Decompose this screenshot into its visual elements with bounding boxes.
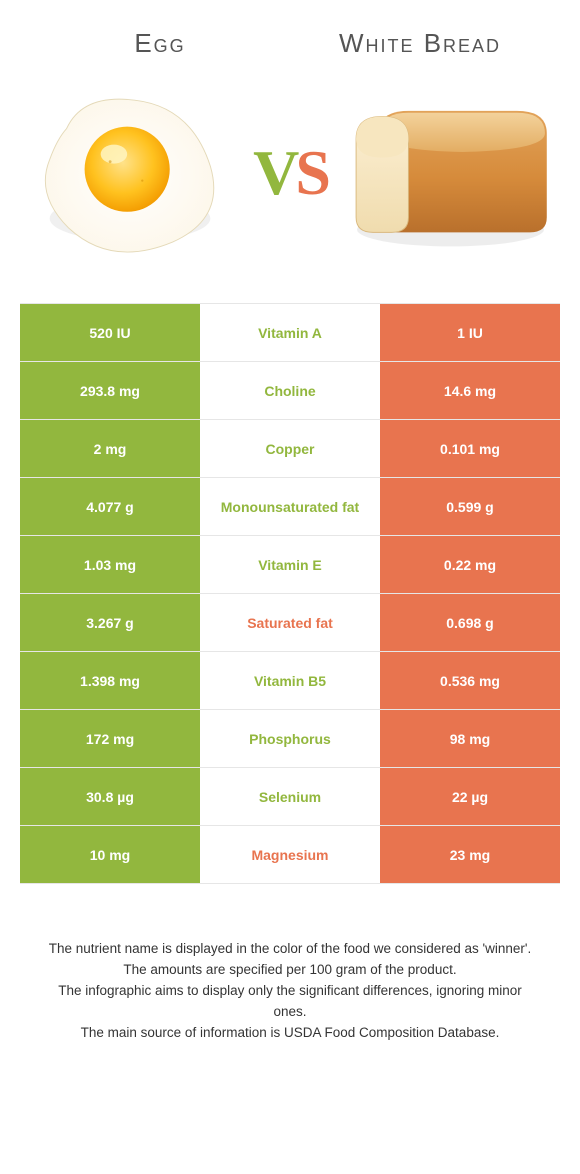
left-value: 10 mg <box>20 826 200 883</box>
table-row: 30.8 µgSelenium22 µg <box>20 768 560 826</box>
table-row: 1.03 mgVitamin E0.22 mg <box>20 536 560 594</box>
left-food-image <box>10 73 249 273</box>
footnote-line: The nutrient name is displayed in the co… <box>45 939 535 960</box>
titles-row: Egg White Bread <box>0 28 580 58</box>
table-row: 172 mgPhosphorus98 mg <box>20 710 560 768</box>
right-value: 14.6 mg <box>380 362 560 419</box>
right-value: 98 mg <box>380 710 560 767</box>
right-value: 1 IU <box>380 304 560 361</box>
egg-icon <box>30 86 230 261</box>
nutrient-label: Phosphorus <box>200 710 380 767</box>
nutrient-label: Vitamin E <box>200 536 380 593</box>
vs-v: V <box>253 136 295 210</box>
table-row: 2 mgCopper0.101 mg <box>20 420 560 478</box>
right-food-title: White Bread <box>290 28 550 58</box>
left-value: 2 mg <box>20 420 200 477</box>
vs-label: V S <box>249 136 331 210</box>
right-value: 0.698 g <box>380 594 560 651</box>
vs-s: S <box>295 136 327 210</box>
right-value: 22 µg <box>380 768 560 825</box>
footnotes: The nutrient name is displayed in the co… <box>45 939 535 1044</box>
left-food-title: Egg <box>30 28 290 58</box>
right-value: 0.22 mg <box>380 536 560 593</box>
nutrient-label: Vitamin B5 <box>200 652 380 709</box>
footnote-line: The infographic aims to display only the… <box>45 981 535 1023</box>
table-row: 520 IUVitamin A1 IU <box>20 304 560 362</box>
table-row: 4.077 gMonounsaturated fat0.599 g <box>20 478 560 536</box>
table-row: 3.267 gSaturated fat0.698 g <box>20 594 560 652</box>
bread-icon <box>343 91 558 256</box>
nutrient-label: Copper <box>200 420 380 477</box>
table-row: 1.398 mgVitamin B50.536 mg <box>20 652 560 710</box>
left-value: 3.267 g <box>20 594 200 651</box>
right-value: 0.101 mg <box>380 420 560 477</box>
table-row: 10 mgMagnesium23 mg <box>20 826 560 883</box>
left-value: 1.398 mg <box>20 652 200 709</box>
left-value: 172 mg <box>20 710 200 767</box>
footnote-line: The amounts are specified per 100 gram o… <box>45 960 535 981</box>
left-value: 293.8 mg <box>20 362 200 419</box>
right-food-image <box>331 73 570 273</box>
comparison-infographic: Egg White Bread <box>0 0 580 1044</box>
left-value: 30.8 µg <box>20 768 200 825</box>
nutrient-label: Saturated fat <box>200 594 380 651</box>
table-row: 293.8 mgCholine14.6 mg <box>20 362 560 420</box>
nutrient-label: Monounsaturated fat <box>200 478 380 535</box>
nutrient-label: Selenium <box>200 768 380 825</box>
right-value: 0.536 mg <box>380 652 560 709</box>
nutrient-label: Magnesium <box>200 826 380 883</box>
left-value: 4.077 g <box>20 478 200 535</box>
right-value: 23 mg <box>380 826 560 883</box>
footnote-line: The main source of information is USDA F… <box>45 1023 535 1044</box>
nutrient-label: Choline <box>200 362 380 419</box>
nutrient-table: 520 IUVitamin A1 IU293.8 mgCholine14.6 m… <box>20 303 560 884</box>
right-value: 0.599 g <box>380 478 560 535</box>
images-row: V S <box>0 58 580 303</box>
left-value: 1.03 mg <box>20 536 200 593</box>
nutrient-label: Vitamin A <box>200 304 380 361</box>
left-value: 520 IU <box>20 304 200 361</box>
